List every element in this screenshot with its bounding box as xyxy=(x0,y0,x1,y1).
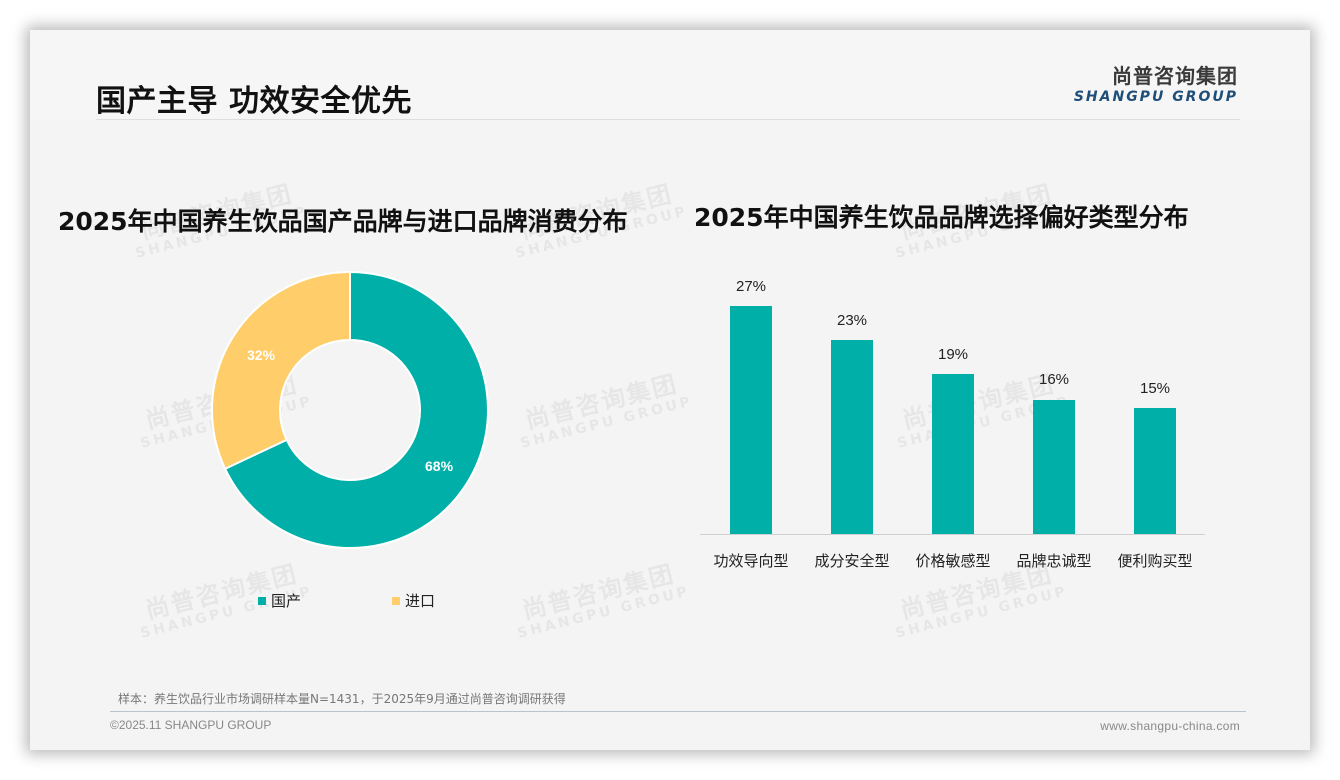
bar-category: 功效导向型 xyxy=(713,552,789,570)
bar-value: 16% xyxy=(1038,371,1070,388)
bar-value: 15% xyxy=(1139,380,1171,397)
legend-item-domestic: 国产 xyxy=(258,590,392,611)
donut-slice-domestic xyxy=(223,270,489,549)
page-title: 国产主导 功效安全优先 xyxy=(96,84,412,119)
bar-convenience xyxy=(1134,408,1176,534)
donut-label-import: 32% xyxy=(247,347,276,363)
logo-en-text: SHANGPU GROUP xyxy=(1073,89,1238,105)
donut-legend: 国产 进口 xyxy=(258,590,526,611)
donut-label-domestic: 68% xyxy=(425,458,454,474)
logo-cn-text: 尚普咨询集团 xyxy=(1112,64,1238,88)
bar-chart-title: 2025年中国养生饮品品牌选择偏好类型分布 xyxy=(694,203,1189,232)
bar-category: 价格敏感型 xyxy=(915,552,991,570)
donut-chart: 68% 32% xyxy=(210,270,490,550)
donut-svg xyxy=(211,270,489,549)
bar-chart: 27% 功效导向型 23% 成分安全型 19% 价格敏感型 16% 品牌忠诚型 … xyxy=(700,270,1210,580)
bar-category: 便利购买型 xyxy=(1117,552,1193,570)
legend-item-import: 进口 xyxy=(392,590,526,611)
bar-value: 27% xyxy=(735,278,767,295)
legend-swatch-import xyxy=(392,596,400,605)
donut-chart-title: 2025年中国养生饮品国产品牌与进口品牌消费分布 xyxy=(58,207,628,236)
slide: 尚普咨询集团 SHANGPU GROUP 尚普咨询集团 SHANGPU GROUP … xyxy=(30,30,1310,750)
bar-efficacy xyxy=(730,306,772,534)
legend-swatch-domestic xyxy=(258,596,266,605)
website-link[interactable]: www.shangpu-china.com xyxy=(1100,719,1240,733)
x-axis-line xyxy=(700,534,1205,535)
bar-price-sensitive xyxy=(932,374,974,534)
bar-ingredient-safety xyxy=(831,340,873,534)
legend-label: 国产 xyxy=(271,592,302,610)
bar-value: 19% xyxy=(937,346,969,363)
bar-category: 成分安全型 xyxy=(814,552,890,570)
header-divider xyxy=(96,119,1240,120)
copyright: ©2025.11 SHANGPU GROUP xyxy=(110,718,272,732)
legend-label: 进口 xyxy=(405,592,436,610)
bar-brand-loyal xyxy=(1033,400,1075,534)
header-band xyxy=(30,30,1310,120)
bar-category: 品牌忠诚型 xyxy=(1016,552,1092,570)
footer-divider xyxy=(110,711,1246,712)
sample-note: 样本：养生饮品行业市场调研样本量N=1431，于2025年9月通过尚普咨询调研获… xyxy=(118,692,566,706)
company-logo: 尚普咨询集团 SHANGPU GROUP xyxy=(1074,64,1238,106)
bar-value: 23% xyxy=(836,312,868,329)
donut-slice-import xyxy=(211,270,351,471)
